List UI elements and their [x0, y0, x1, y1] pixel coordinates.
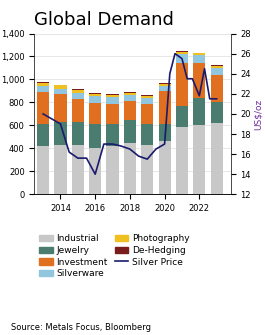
Bar: [89, 103, 101, 124]
Bar: [176, 54, 188, 63]
Bar: [124, 95, 136, 101]
Bar: [193, 98, 205, 125]
Bar: [176, 127, 188, 194]
Bar: [211, 66, 223, 68]
Bar: [193, 63, 205, 98]
Bar: [37, 83, 49, 86]
Bar: [37, 124, 49, 146]
Bar: [124, 120, 136, 143]
Bar: [72, 99, 84, 122]
Text: Source: Metals Focus, Bloomberg: Source: Metals Focus, Bloomberg: [11, 323, 151, 332]
Bar: [37, 82, 49, 83]
Bar: [141, 145, 153, 194]
Text: Global Demand: Global Demand: [34, 11, 174, 29]
Bar: [107, 94, 119, 95]
Y-axis label: US$/oz: US$/oz: [254, 98, 263, 130]
Bar: [211, 68, 223, 75]
Bar: [54, 85, 67, 89]
Bar: [211, 65, 223, 66]
Bar: [158, 91, 171, 124]
Bar: [107, 124, 119, 146]
Bar: [141, 95, 153, 98]
Bar: [176, 51, 188, 52]
Bar: [176, 63, 188, 107]
Bar: [89, 93, 101, 96]
Bar: [141, 124, 153, 145]
Bar: [89, 96, 101, 103]
Bar: [107, 146, 119, 194]
Bar: [193, 125, 205, 194]
Bar: [158, 124, 171, 141]
Bar: [176, 52, 188, 54]
Legend: Industrial, Jewelry, Investment, Silverware, Photography, De-Hedging, Silver Pri: Industrial, Jewelry, Investment, Silverw…: [39, 234, 189, 278]
Bar: [124, 101, 136, 120]
Bar: [107, 95, 119, 97]
Bar: [89, 148, 101, 194]
Bar: [211, 103, 223, 123]
Bar: [193, 55, 205, 63]
Bar: [54, 94, 67, 122]
Bar: [141, 104, 153, 124]
Bar: [54, 89, 67, 94]
Bar: [37, 92, 49, 124]
Bar: [72, 90, 84, 93]
Bar: [124, 143, 136, 194]
Bar: [158, 86, 171, 91]
Bar: [158, 83, 171, 84]
Bar: [176, 107, 188, 127]
Bar: [211, 123, 223, 194]
Bar: [158, 141, 171, 194]
Bar: [193, 53, 205, 55]
Bar: [54, 145, 67, 194]
Bar: [107, 104, 119, 124]
Bar: [107, 97, 119, 104]
Bar: [124, 93, 136, 95]
Bar: [72, 122, 84, 145]
Bar: [72, 89, 84, 90]
Bar: [37, 86, 49, 92]
Bar: [124, 92, 136, 93]
Bar: [72, 93, 84, 99]
Bar: [72, 145, 84, 194]
Bar: [54, 122, 67, 145]
Bar: [89, 124, 101, 148]
Bar: [37, 146, 49, 194]
Bar: [211, 75, 223, 103]
Bar: [141, 98, 153, 104]
Bar: [158, 84, 171, 86]
